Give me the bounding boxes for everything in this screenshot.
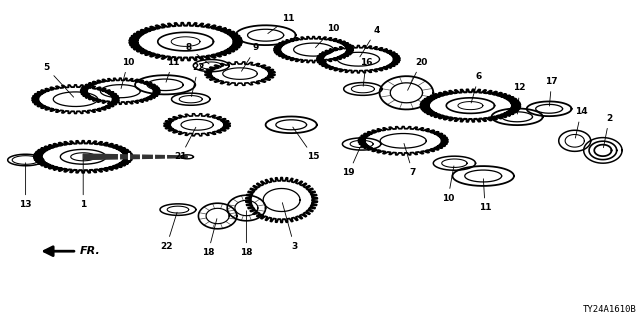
Text: TY24A1610B: TY24A1610B [583,305,637,314]
Text: 10: 10 [121,58,134,89]
Text: 5: 5 [43,63,74,97]
Text: 10: 10 [316,24,339,48]
Text: 13: 13 [19,163,32,209]
Text: 12: 12 [513,84,526,114]
Text: 8: 8 [186,44,209,64]
Text: 11: 11 [166,58,179,82]
Text: 17: 17 [545,77,558,106]
Text: 9: 9 [241,44,259,71]
Text: 15: 15 [292,127,320,161]
Text: 21: 21 [174,127,196,161]
Text: 20: 20 [408,58,428,90]
Text: 7: 7 [404,143,416,177]
Text: 14: 14 [575,108,588,138]
Text: 18: 18 [202,219,217,257]
Text: 11: 11 [268,14,294,34]
Text: 10: 10 [442,166,454,203]
Text: 18: 18 [240,211,253,257]
Polygon shape [83,154,187,159]
Text: 11: 11 [479,179,492,212]
Text: 3: 3 [282,203,298,251]
Text: 2: 2 [604,114,612,148]
Text: 6: 6 [471,72,482,103]
Text: 22: 22 [160,212,177,251]
Text: 19: 19 [342,147,360,177]
Text: 4: 4 [360,26,380,57]
Text: 22: 22 [191,63,205,97]
Text: FR.: FR. [80,246,100,256]
Text: 16: 16 [360,58,372,86]
Text: 1: 1 [80,160,86,209]
